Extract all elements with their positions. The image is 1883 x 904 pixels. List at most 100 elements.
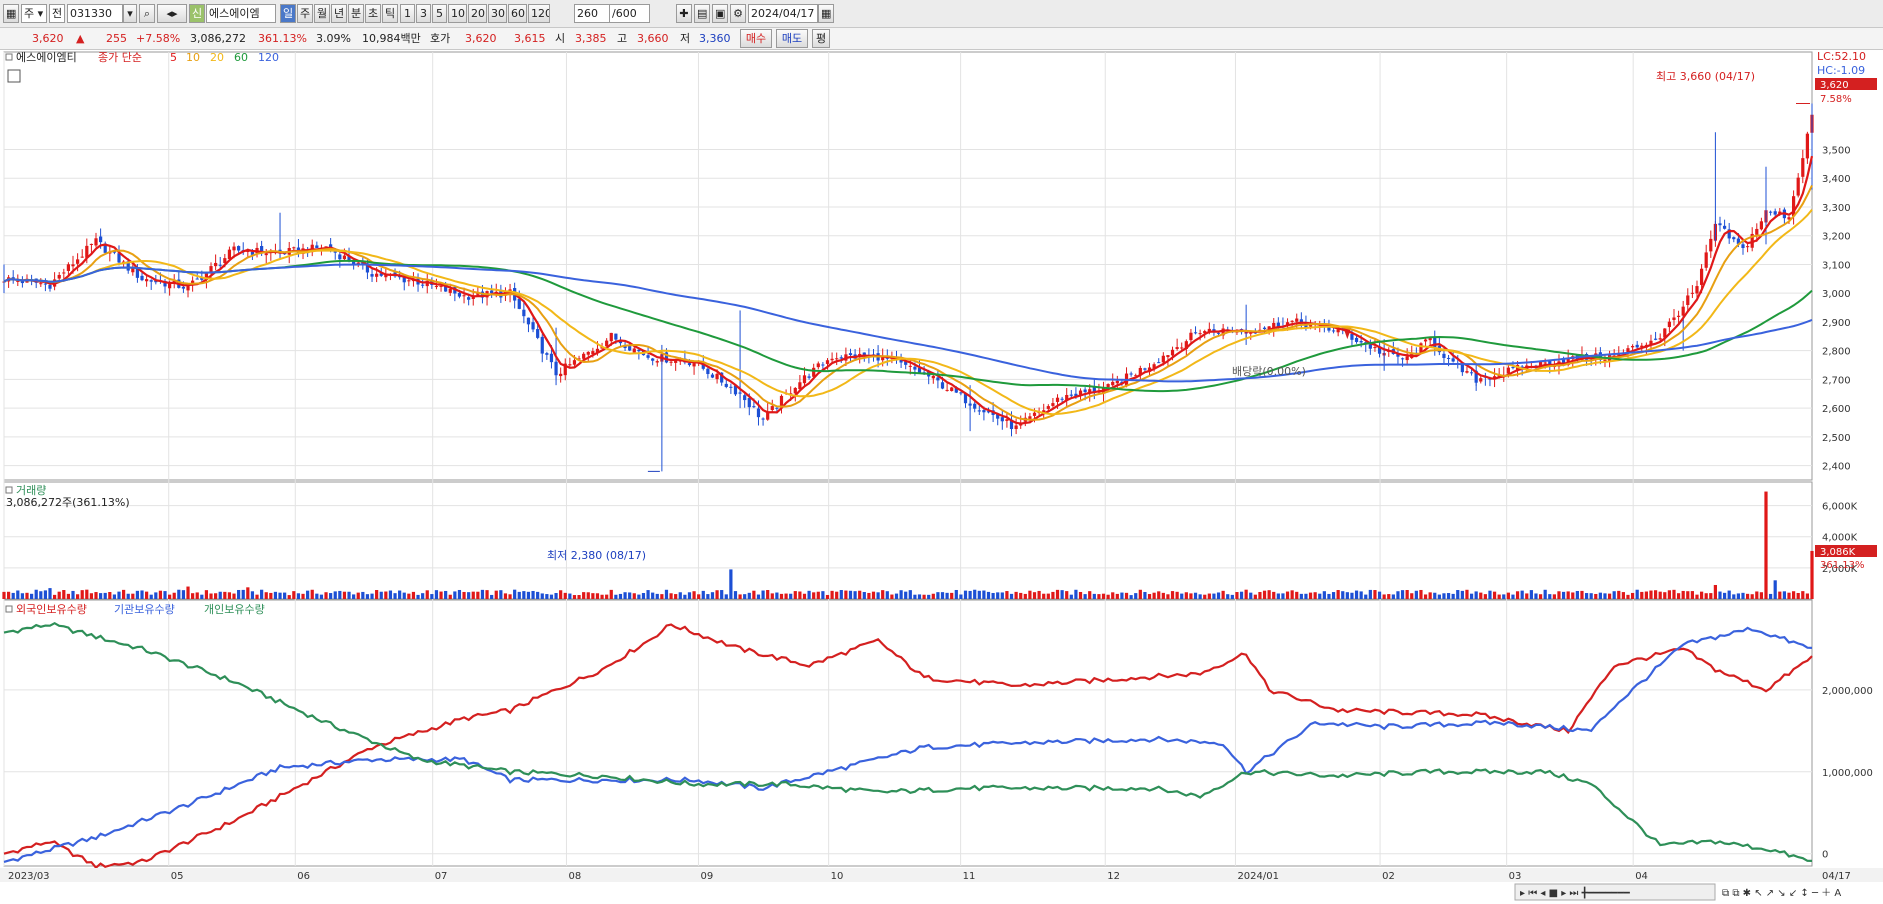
volume-bar (669, 593, 673, 599)
calendar-icon[interactable]: ▦ (818, 4, 834, 23)
volume-bar (1607, 593, 1612, 599)
interval-button[interactable]: 60 (508, 4, 527, 23)
candle-body (825, 360, 830, 364)
interval-button[interactable]: 120 (528, 4, 550, 23)
candle-body (1630, 346, 1635, 348)
volume-bar (296, 593, 301, 599)
type-select[interactable]: 전 (49, 4, 65, 23)
interval-button[interactable]: 20 (468, 4, 487, 23)
volume-bar (1074, 589, 1078, 599)
interval-button[interactable]: 5 (432, 4, 447, 23)
volume-bar (1129, 595, 1133, 599)
volume-bar (1005, 591, 1009, 599)
prev-next-icon[interactable]: ◂▸ (157, 4, 187, 23)
ma-line-60 (3, 259, 1813, 393)
candle-body (1745, 246, 1750, 248)
volume-bar (582, 592, 586, 599)
buy-button[interactable]: 매수 (740, 29, 772, 48)
volume-bar (1212, 593, 1216, 599)
search-icon[interactable]: ⌕ (139, 4, 155, 23)
candle-body (812, 367, 816, 377)
scroll-icons[interactable]: ▸ ⏮ ◂ ■ ▸ ⏭ ╋━━━━━━━ (1520, 886, 1631, 899)
volume-bar (1534, 593, 1538, 599)
volume-bar (632, 593, 636, 599)
period-button[interactable]: 년 (331, 4, 347, 23)
interval-button[interactable]: 3 (416, 4, 431, 23)
candle-body (490, 290, 494, 294)
gear-icon[interactable]: ⚙ (730, 4, 746, 23)
panel-menu-icon[interactable] (5, 53, 13, 61)
volume-bar (1446, 593, 1451, 599)
volume-bar (761, 590, 765, 599)
interval-button[interactable]: 30 (488, 4, 507, 23)
sell-button[interactable]: 매도 (776, 29, 808, 48)
candle-body (761, 418, 765, 420)
volume-box-text: 3,086K (1820, 547, 1856, 558)
volume-bar (158, 590, 163, 599)
period-button[interactable]: 틱 (382, 4, 398, 23)
period-button[interactable]: 월 (314, 4, 330, 23)
candle-body (1681, 306, 1685, 316)
date-input[interactable]: 2024/04/17 (748, 4, 818, 23)
candle-body (766, 411, 770, 420)
period-button[interactable]: 분 (348, 4, 364, 23)
stock-chart[interactable]: 3,500 3,400 3,300 3,200 3,100 3,000 2,900 2,800… (0, 50, 1883, 904)
chart-type-icon[interactable]: ▤ (694, 4, 710, 23)
volume-panel-menu-icon[interactable] (5, 486, 13, 494)
volume-bar (1663, 592, 1667, 599)
count-input[interactable]: 260 (574, 4, 610, 23)
candle-body (1676, 315, 1681, 317)
ma-legend: 5 10 20 60 120 (170, 51, 279, 64)
candle-body (899, 358, 903, 363)
holding-panel-menu-icon[interactable] (5, 605, 13, 613)
candle-body (1055, 397, 1060, 402)
scroll-controls[interactable]: ▸ ⏮ ◂ ■ ▸ ⏭ ╋━━━━━━━ (1514, 883, 1716, 901)
candle-body (729, 386, 733, 388)
market-label: 주 (24, 7, 35, 20)
volume-bar (1009, 593, 1014, 599)
candle-body (1598, 352, 1602, 361)
candle-body (1290, 320, 1294, 322)
crosshair-icon[interactable]: ✚ (676, 4, 692, 23)
period-button[interactable]: 초 (365, 4, 381, 23)
candle-body (779, 395, 784, 407)
volume-value: 3,086,272 (190, 32, 246, 45)
volume-bar (678, 592, 682, 599)
flat-button[interactable]: 평 (812, 29, 830, 48)
period-button[interactable]: 주 (297, 4, 313, 23)
volume-bar (1299, 593, 1303, 599)
candle-body (1690, 292, 1694, 294)
candle-body (467, 297, 471, 300)
volume-bar (191, 593, 195, 599)
candle-body (1451, 358, 1455, 362)
candle-body (1143, 368, 1147, 370)
volume-bar (1787, 592, 1791, 599)
market-select[interactable]: 주 ▾ (21, 4, 47, 23)
zoom-icons[interactable]: ⧉ ⧉ ✱ ↖ ↗ ↘ ↙ ↕ ─ ＋ A (1722, 888, 1841, 899)
panel-settings-icon[interactable] (7, 69, 21, 83)
volume-bar (1143, 591, 1147, 599)
volume-bar (310, 589, 314, 599)
volume-bar (402, 592, 406, 599)
volume-bar (1497, 594, 1501, 599)
save-icon[interactable]: ▣ (712, 4, 728, 23)
volume-bar (347, 591, 351, 599)
candle-body (1170, 349, 1175, 356)
candle-body (365, 263, 370, 273)
volume-bar (1313, 592, 1317, 599)
interval-button[interactable]: 1 (400, 4, 415, 23)
volume-bar (687, 592, 692, 599)
code-dropdown-icon[interactable]: ▾ (123, 4, 137, 23)
volume-bar (1359, 591, 1363, 599)
candle-body (830, 358, 834, 361)
interval-button[interactable]: 10 (448, 4, 467, 23)
volume-bar (982, 590, 986, 599)
candle-body (1051, 403, 1055, 406)
layout-icon[interactable]: ▦ (3, 4, 19, 23)
code-input[interactable]: 031330 (67, 4, 123, 23)
volume-bar (595, 593, 600, 599)
candle-body (1667, 321, 1671, 328)
candle-body (338, 254, 342, 260)
volume-bar (209, 593, 213, 599)
period-button[interactable]: 일 (280, 4, 296, 23)
